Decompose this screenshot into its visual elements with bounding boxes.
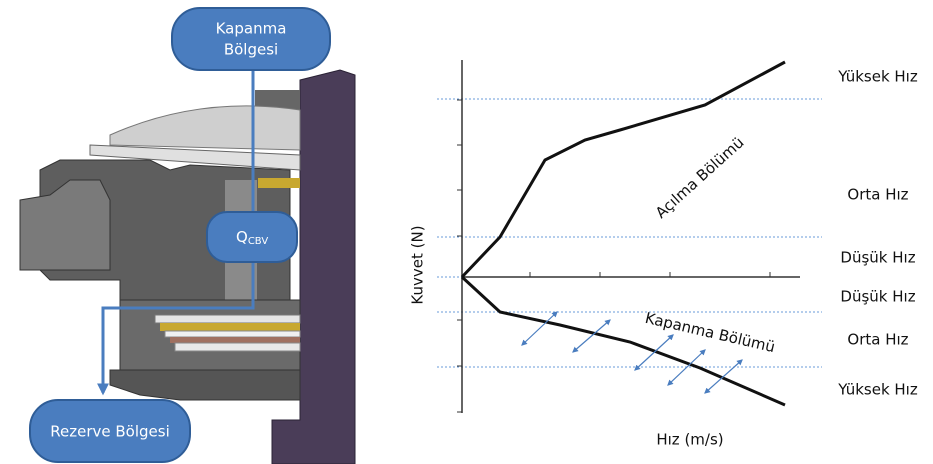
opening-curve — [462, 62, 785, 277]
speed-label: Düşük Hız — [840, 288, 915, 306]
x-axis-label: Hız (m/s) — [656, 431, 723, 449]
flow-arrow — [705, 360, 742, 393]
node-reserve-zone: Rezerve Bölgesi — [30, 400, 190, 462]
region-label: Kapanma Bölümü — [643, 309, 776, 356]
node-flow: QCBV — [207, 212, 297, 262]
speed-label: Yüksek Hız — [837, 68, 918, 86]
symbol: Q — [236, 228, 248, 246]
region-label: Açılma Bölümü — [652, 133, 748, 222]
node-label: Bölgesi — [224, 41, 278, 59]
speed-label: Orta Hız — [847, 331, 908, 349]
force-speed-graph: Kuvvet (N) Hız (m/s) Açılma Bölümü Kapan… — [409, 60, 918, 449]
subscript: CBV — [248, 236, 269, 247]
page: Kapanma Bölgesi QCBV Rezerve Bölgesi — [0, 0, 933, 464]
speed-label: Düşük Hız — [840, 249, 915, 267]
node-label: Kapanma — [216, 20, 287, 38]
y-axis-label: Kuvvet (N) — [409, 225, 427, 304]
node-closing-zone: Kapanma Bölgesi — [172, 8, 330, 70]
speed-label: Yüksek Hız — [837, 381, 918, 399]
flow-arrow — [635, 335, 673, 370]
node-shape — [172, 8, 330, 70]
speed-label: Orta Hız — [847, 186, 908, 204]
node-label: Rezerve Bölgesi — [50, 423, 170, 441]
